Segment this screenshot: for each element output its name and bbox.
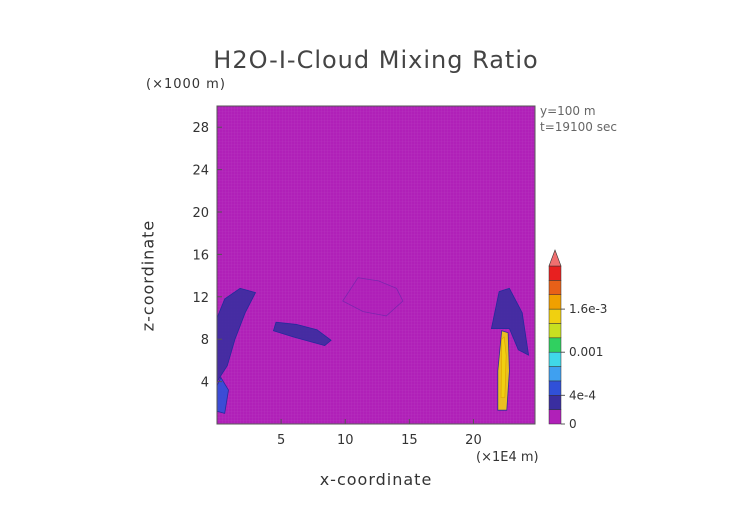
x-tick-label: 5 — [277, 433, 285, 448]
annotation-time: t=19100 sec — [540, 120, 617, 134]
y-tick-label: 20 — [192, 206, 209, 221]
cloud-feature — [217, 376, 229, 414]
cloud-features — [217, 277, 530, 414]
plot-area — [216, 105, 536, 425]
colorbar-segment — [548, 337, 562, 353]
y-tick-label: 4 — [201, 376, 209, 391]
cloud-feature — [272, 321, 332, 347]
colorbar-segment — [548, 409, 562, 425]
colorbar-segment — [548, 380, 562, 396]
y-tick-label: 8 — [201, 333, 209, 348]
colorbar-tick-label: 4e-4 — [569, 388, 596, 402]
annotation-y-position: y=100 m — [540, 104, 596, 118]
colorbar-segment — [548, 280, 562, 295]
colorbar-segment — [548, 351, 562, 367]
colorbar-extend-arrow — [548, 249, 562, 267]
colorbar: 0 4e-4 0.001 1.6e-3 — [548, 249, 607, 431]
colorbar-segment — [548, 265, 562, 281]
colorbar-tick-label: 0.001 — [569, 345, 603, 359]
colorbar-tick-label: 0 — [569, 417, 577, 431]
y-tick-label: 28 — [192, 121, 209, 136]
cloud-core — [500, 336, 507, 398]
plot-frame — [216, 105, 536, 425]
y-tick-label: 24 — [192, 164, 209, 179]
colorbar-segment — [548, 366, 562, 382]
colorbar-segment — [548, 308, 562, 324]
y-axis-unit: (×1000 m) — [146, 77, 226, 92]
colorbar-segment — [548, 395, 562, 410]
cloud-feature — [490, 287, 530, 356]
y-tick-label: 12 — [192, 291, 209, 306]
x-axis-label: x-coordinate — [319, 470, 433, 489]
x-tick-label: 15 — [401, 433, 418, 448]
y-axis-ticks: 4 8 12 16 20 24 28 — [192, 121, 222, 391]
plot-mesh — [217, 106, 535, 424]
x-axis-ticks: 5 10 15 20 — [277, 419, 482, 448]
colorbar-tick-label: 1.6e-3 — [569, 302, 607, 316]
cloud-feature — [217, 287, 257, 383]
cloud-feature — [342, 277, 404, 317]
colorbar-segment — [548, 294, 562, 310]
x-tick-label: 10 — [337, 433, 354, 448]
x-axis-unit: (×1E4 m) — [476, 450, 539, 465]
y-tick-label: 16 — [192, 248, 209, 263]
x-tick-label: 20 — [465, 433, 482, 448]
chart-title: H2O-I-Cloud Mixing Ratio — [213, 46, 539, 74]
colorbar-segment — [548, 323, 562, 339]
